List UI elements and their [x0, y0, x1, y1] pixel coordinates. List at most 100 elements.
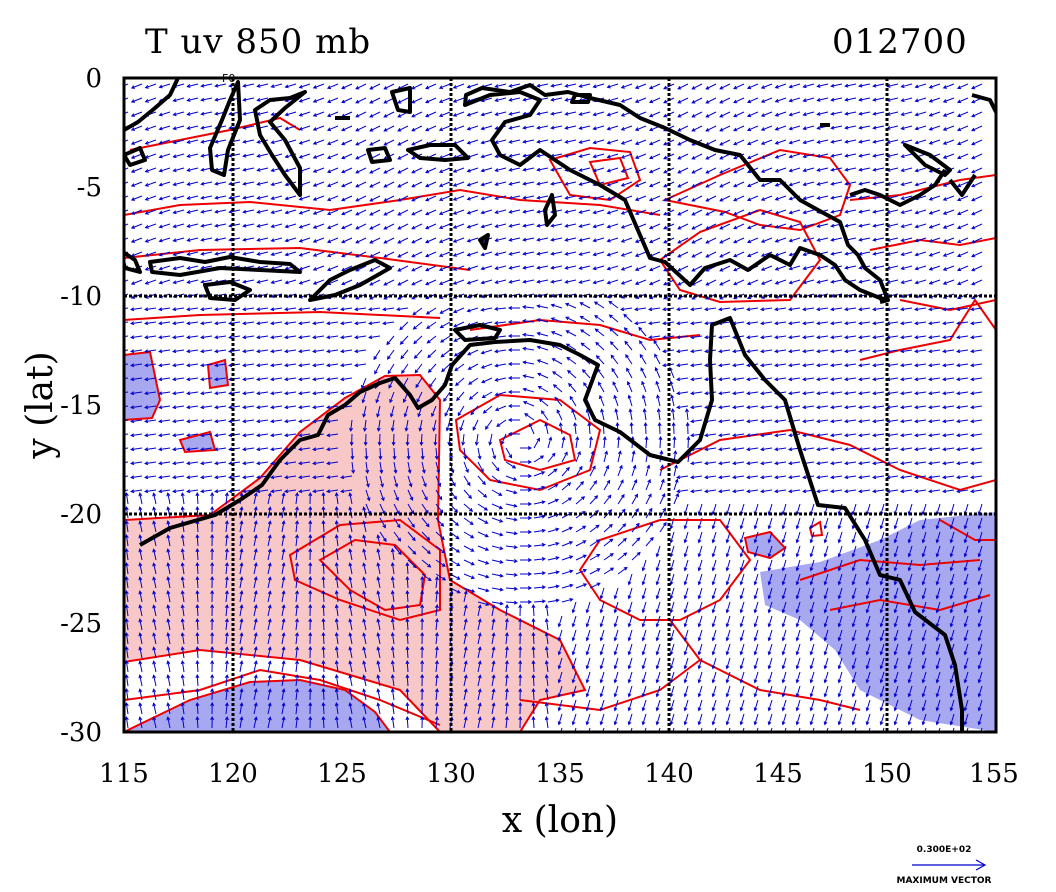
wind-vector — [956, 111, 969, 118]
wind-vector — [130, 223, 143, 229]
wind-vector — [369, 125, 381, 132]
wind-vector — [802, 335, 815, 340]
wind-vector — [844, 125, 857, 130]
wind-vector — [405, 715, 410, 729]
wind-vector — [488, 433, 493, 446]
wind-vector — [407, 517, 415, 528]
wind-vector — [124, 475, 129, 478]
wind-vector — [579, 302, 591, 309]
wind-vector — [256, 209, 269, 214]
wind-vector — [746, 419, 759, 424]
wind-vector — [788, 475, 801, 480]
wind-vector — [180, 604, 185, 617]
wind-vector — [186, 489, 199, 494]
wind-vector — [421, 489, 428, 501]
wind-vector — [879, 601, 885, 614]
wind-vector — [830, 167, 843, 172]
wind-vector — [284, 419, 297, 424]
wind-vector — [669, 713, 675, 726]
wind-vector — [376, 590, 381, 603]
wind-vector — [942, 83, 955, 89]
wind-vector — [711, 573, 717, 586]
wind-vector — [405, 645, 410, 659]
wind-vector — [435, 559, 446, 567]
wind-vector — [508, 111, 521, 116]
date-code: 012700 — [832, 22, 968, 62]
wind-vector — [938, 727, 941, 732]
wind-vector — [228, 181, 241, 186]
wind-vector — [872, 307, 885, 312]
wind-vector — [641, 671, 647, 684]
wind-vector — [294, 520, 299, 533]
wind-vector — [690, 391, 703, 396]
wind-vector — [491, 674, 496, 687]
wind-vector — [627, 629, 633, 642]
wind-vector — [924, 727, 927, 732]
wind-vector — [624, 340, 633, 351]
wind-vector — [756, 727, 759, 732]
wind-vector — [253, 576, 258, 589]
wind-vector — [124, 279, 129, 283]
wind-vector — [321, 617, 326, 631]
wind-vector — [308, 491, 313, 505]
wind-vector — [405, 673, 410, 687]
wind-vector — [326, 349, 339, 354]
wind-vector — [533, 599, 547, 604]
wind-vector — [180, 632, 185, 645]
wind-vector — [242, 419, 255, 424]
wind-vector — [434, 590, 439, 603]
wind-vector — [452, 251, 465, 257]
wind-vector — [477, 660, 482, 673]
wind-vector — [823, 643, 829, 656]
wind-vector — [256, 419, 269, 424]
wind-vector — [522, 305, 535, 310]
wind-vector — [872, 405, 885, 410]
wind-vector — [253, 618, 258, 631]
wind-vector — [186, 125, 199, 130]
wind-vector — [550, 83, 563, 88]
wind-vector — [144, 97, 157, 103]
wind-vector — [505, 600, 519, 605]
wind-vector — [683, 713, 689, 726]
wind-vector — [830, 405, 843, 410]
wind-vector — [645, 522, 654, 533]
wind-vector — [407, 489, 414, 501]
wind-vector — [355, 223, 367, 230]
wind-vector — [308, 589, 313, 603]
wind-vector — [733, 97, 745, 104]
wind-vector — [774, 405, 787, 410]
wind-vector — [256, 405, 269, 410]
wind-vector — [669, 685, 675, 698]
wind-vector — [886, 475, 899, 480]
wind-vector — [557, 671, 563, 684]
wind-vector — [253, 688, 258, 701]
wind-vector — [362, 646, 367, 659]
wind-vector — [886, 97, 899, 102]
wind-vector — [256, 251, 269, 256]
wind-vector — [971, 167, 983, 174]
wind-vector — [935, 657, 941, 670]
wind-vector — [387, 363, 395, 375]
wind-vector — [124, 646, 129, 659]
wind-vector — [627, 685, 633, 698]
wind-vector — [298, 321, 311, 326]
wind-vector — [376, 419, 381, 432]
wind-vector — [719, 265, 731, 272]
wind-vector — [886, 139, 899, 144]
wind-vector — [802, 209, 815, 215]
wind-vector — [746, 321, 759, 326]
wind-vector — [970, 377, 983, 382]
wind-vector — [210, 673, 215, 687]
wind-vector — [655, 573, 661, 586]
wind-vector — [505, 517, 518, 522]
wind-vector — [617, 523, 627, 533]
wind-vector — [561, 555, 574, 561]
wind-vector — [404, 419, 409, 432]
wind-vector — [130, 167, 143, 173]
wind-vector — [531, 645, 536, 659]
wind-vector — [865, 629, 871, 642]
wind-vector — [690, 321, 703, 326]
wind-vector — [942, 223, 955, 229]
wind-vector — [312, 279, 325, 285]
wind-vector — [802, 83, 815, 89]
